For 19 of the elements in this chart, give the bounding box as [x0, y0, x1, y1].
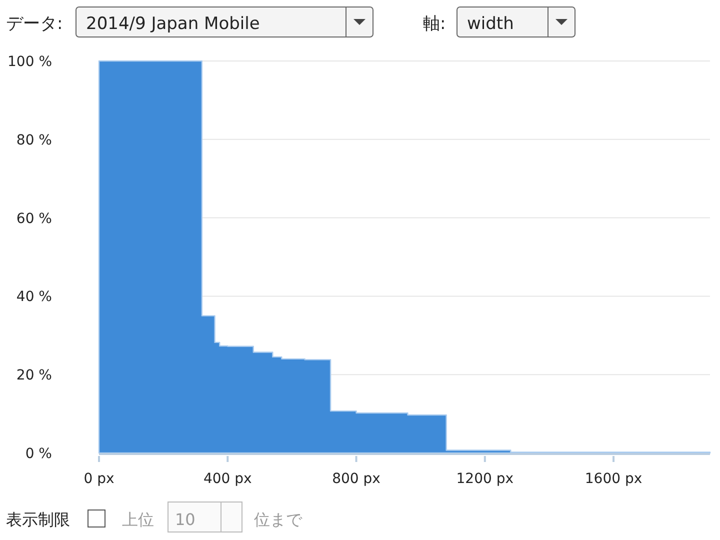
x-tick-label: 400 px: [203, 471, 252, 487]
text: 上位: [122, 510, 154, 529]
text: 2014/9 Japan Mobile: [86, 14, 260, 34]
text: 10: [175, 510, 196, 529]
x-tick-label: 1600 px: [584, 471, 642, 487]
x-tick-label: 800 px: [332, 471, 380, 487]
y-tick-label: 20 %: [16, 368, 52, 384]
text: 位まで: [254, 510, 303, 529]
text: width: [467, 14, 514, 34]
text: 表示制限: [6, 510, 70, 529]
text: 軸:: [423, 14, 446, 34]
text: データ:: [6, 14, 63, 34]
y-tick-label: 40 %: [16, 289, 52, 306]
x-tick-label: 0 px: [84, 471, 114, 487]
y-tick-label: 100 %: [8, 54, 52, 70]
y-tick-label: 60 %: [16, 210, 52, 227]
y-tick-label: 80 %: [16, 132, 52, 148]
x-tick-label: 1200 px: [456, 471, 514, 487]
y-tick-label: 0 %: [25, 446, 52, 462]
